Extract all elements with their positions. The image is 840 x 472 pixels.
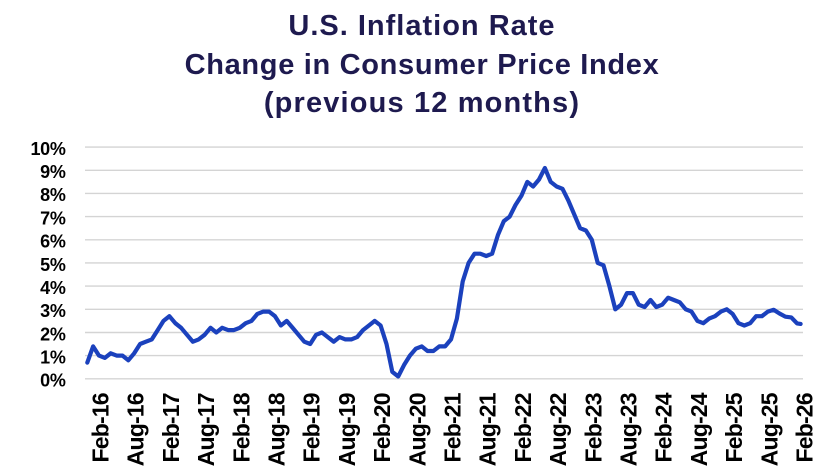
svg-text:Feb-18: Feb-18	[228, 392, 254, 462]
svg-text:Feb-26: Feb-26	[792, 393, 818, 462]
svg-text:Aug-22: Aug-22	[545, 393, 571, 466]
svg-text:9%: 9%	[40, 162, 66, 182]
svg-text:Feb-24: Feb-24	[651, 392, 677, 462]
svg-text:5%: 5%	[40, 255, 66, 275]
svg-text:Aug-23: Aug-23	[616, 393, 642, 466]
svg-text:7%: 7%	[40, 208, 66, 228]
svg-text:Feb-16: Feb-16	[88, 393, 114, 462]
svg-text:Aug-20: Aug-20	[404, 393, 430, 466]
svg-text:1%: 1%	[40, 347, 66, 367]
svg-text:Feb-21: Feb-21	[440, 392, 466, 462]
svg-text:2%: 2%	[40, 324, 66, 344]
svg-text:10%: 10%	[31, 139, 66, 159]
svg-text:4%: 4%	[40, 278, 66, 298]
svg-text:8%: 8%	[40, 185, 66, 205]
svg-text:0%: 0%	[40, 371, 66, 391]
svg-text:Feb-20: Feb-20	[369, 393, 395, 462]
svg-text:Aug-18: Aug-18	[264, 392, 290, 466]
svg-text:Feb-22: Feb-22	[510, 393, 536, 462]
svg-text:Aug-24: Aug-24	[686, 392, 712, 466]
svg-text:Aug-25: Aug-25	[756, 392, 782, 466]
svg-text:Feb-25: Feb-25	[721, 392, 747, 462]
svg-text:Feb-17: Feb-17	[158, 393, 184, 462]
svg-text:6%: 6%	[40, 232, 66, 252]
svg-text:Aug-21: Aug-21	[475, 392, 501, 466]
svg-text:Aug-19: Aug-19	[334, 393, 360, 466]
svg-text:Feb-19: Feb-19	[299, 393, 325, 462]
svg-text:3%: 3%	[40, 301, 66, 321]
svg-text:Aug-17: Aug-17	[193, 393, 219, 466]
svg-text:Feb-23: Feb-23	[580, 393, 606, 462]
svg-text:Aug-16: Aug-16	[123, 393, 149, 466]
